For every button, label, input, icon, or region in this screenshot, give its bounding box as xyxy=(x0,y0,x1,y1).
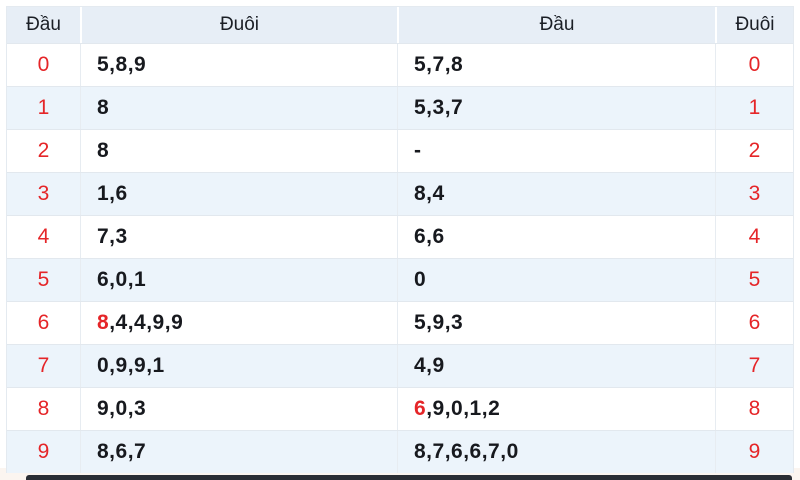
duoi-values: 8,4,4,9,9 xyxy=(80,302,397,344)
dau-digit: 5 xyxy=(37,268,50,291)
dau-digit: 6 xyxy=(37,311,50,334)
value-text: 5,9,3 xyxy=(414,311,464,334)
dau-values: 5,7,8 xyxy=(397,44,715,86)
header-duoi-right: Đuôi xyxy=(715,7,793,43)
header-dau-right: Đầu xyxy=(397,7,715,43)
duoi-values: 7,3 xyxy=(80,216,397,258)
dau-values: 8,7,6,6,7,0 xyxy=(397,431,715,473)
header-duoi-left: Đuôi xyxy=(80,7,397,43)
duoi-digit: 9 xyxy=(715,431,793,473)
highlighted-value: 6 xyxy=(414,397,427,420)
value-text: 5,7,8 xyxy=(414,53,464,76)
dau-duoi-statistics-table: Đầu Đuôi Đầu Đuôi 0 5,8,9 5,7,8 0 1 8 5,… xyxy=(6,6,794,473)
duoi-digit: 2 xyxy=(715,130,793,172)
value-text: 4,9 xyxy=(414,354,445,377)
dau-digit: 4 xyxy=(37,225,50,248)
value-text: - xyxy=(414,139,422,162)
value-text: 0 xyxy=(414,268,427,291)
value-text: 6,6 xyxy=(414,225,445,248)
duoi-values: 1,6 xyxy=(80,173,397,215)
duoi-digit: 0 xyxy=(715,44,793,86)
value-text: 0,9,9,1 xyxy=(97,354,165,377)
duoi-digit: 8 xyxy=(715,388,793,430)
value-text: 8,6,7 xyxy=(97,440,147,463)
value-text: 8,7,6,6,7,0 xyxy=(414,440,519,463)
duoi-values: 9,0,3 xyxy=(80,388,397,430)
dau-values: 6,6 xyxy=(397,216,715,258)
table-row: 1 8 5,3,7 1 xyxy=(7,86,793,129)
value-text: 8,4 xyxy=(414,182,445,205)
highlighted-value: 8 xyxy=(97,311,110,334)
table-row: 6 8,4,4,9,9 5,9,3 6 xyxy=(7,301,793,344)
duoi-values: 5,8,9 xyxy=(80,44,397,86)
value-text: 1,6 xyxy=(97,182,128,205)
dau-values: 4,9 xyxy=(397,345,715,387)
duoi-digit: 5 xyxy=(715,259,793,301)
duoi-digit: 3 xyxy=(715,173,793,215)
dau-values: 5,3,7 xyxy=(397,87,715,129)
dau-values: 0 xyxy=(397,259,715,301)
value-text: 8 xyxy=(97,96,110,119)
dau-values: 8,4 xyxy=(397,173,715,215)
table-row: 3 1,6 8,4 3 xyxy=(7,172,793,215)
duoi-values: 8,6,7 xyxy=(80,431,397,473)
duoi-digit: 4 xyxy=(715,216,793,258)
table-row: 5 6,0,1 0 5 xyxy=(7,258,793,301)
table-row: 4 7,3 6,6 4 xyxy=(7,215,793,258)
table-body: 0 5,8,9 5,7,8 0 1 8 5,3,7 1 2 8 - 2 3 1,… xyxy=(7,43,793,473)
dau-digit: 0 xyxy=(37,53,50,76)
table-row: 0 5,8,9 5,7,8 0 xyxy=(7,43,793,86)
table-row: 9 8,6,7 8,7,6,6,7,0 9 xyxy=(7,430,793,473)
table-row: 2 8 - 2 xyxy=(7,129,793,172)
duoi-values: 8 xyxy=(80,87,397,129)
value-text: 8 xyxy=(97,139,110,162)
duoi-values: 6,0,1 xyxy=(80,259,397,301)
value-text: 5,8,9 xyxy=(97,53,147,76)
value-text: ,4,4,9,9 xyxy=(109,311,184,334)
duoi-values: 8 xyxy=(80,130,397,172)
table-row: 7 0,9,9,1 4,9 7 xyxy=(7,344,793,387)
dau-digit: 2 xyxy=(37,139,50,162)
value-text: 6,0,1 xyxy=(97,268,147,291)
dau-digit: 7 xyxy=(37,354,50,377)
value-text: 9,0,3 xyxy=(97,397,147,420)
table-header-row: Đầu Đuôi Đầu Đuôi xyxy=(7,7,793,43)
dau-digit: 1 xyxy=(37,96,50,119)
duoi-values: 0,9,9,1 xyxy=(80,345,397,387)
dau-digit: 8 xyxy=(37,397,50,420)
value-text: ,9,0,1,2 xyxy=(426,397,501,420)
dau-values: 5,9,3 xyxy=(397,302,715,344)
dau-values: - xyxy=(397,130,715,172)
duoi-digit: 7 xyxy=(715,345,793,387)
dau-values: 6,9,0,1,2 xyxy=(397,388,715,430)
dau-digit: 9 xyxy=(37,440,50,463)
duoi-digit: 1 xyxy=(715,87,793,129)
dau-digit: 3 xyxy=(37,182,50,205)
duoi-digit: 6 xyxy=(715,302,793,344)
bottom-bar xyxy=(26,475,792,480)
header-dau-left: Đầu xyxy=(26,14,61,35)
value-text: 7,3 xyxy=(97,225,128,248)
value-text: 5,3,7 xyxy=(414,96,464,119)
table-row: 8 9,0,3 6,9,0,1,2 8 xyxy=(7,387,793,430)
